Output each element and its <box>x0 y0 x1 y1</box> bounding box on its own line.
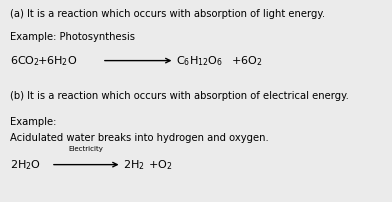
Text: (b) It is a reaction which occurs with absorption of electrical energy.: (b) It is a reaction which occurs with a… <box>10 91 348 101</box>
Text: $\mathregular{2H_2}$: $\mathregular{2H_2}$ <box>123 158 145 171</box>
Text: $\mathregular{6CO_2}$: $\mathregular{6CO_2}$ <box>10 54 40 67</box>
Text: Electricity: Electricity <box>69 145 103 152</box>
Text: $\mathregular{+6O_2}$: $\mathregular{+6O_2}$ <box>231 54 263 67</box>
Text: Example: Photosynthesis: Example: Photosynthesis <box>10 32 135 42</box>
Text: $\mathregular{2H_2O}$: $\mathregular{2H_2O}$ <box>10 158 41 171</box>
Text: (a) It is a reaction which occurs with absorption of light energy.: (a) It is a reaction which occurs with a… <box>10 9 325 19</box>
Text: $\mathregular{+O_2}$: $\mathregular{+O_2}$ <box>148 158 172 171</box>
Text: Acidulated water breaks into hydrogen and oxygen.: Acidulated water breaks into hydrogen an… <box>10 133 269 143</box>
Text: $\mathregular{C_6H_{12}O_6}$: $\mathregular{C_6H_{12}O_6}$ <box>176 54 223 67</box>
Text: $\mathregular{+6H_2O}$: $\mathregular{+6H_2O}$ <box>37 54 78 67</box>
Text: Example:: Example: <box>10 117 56 127</box>
